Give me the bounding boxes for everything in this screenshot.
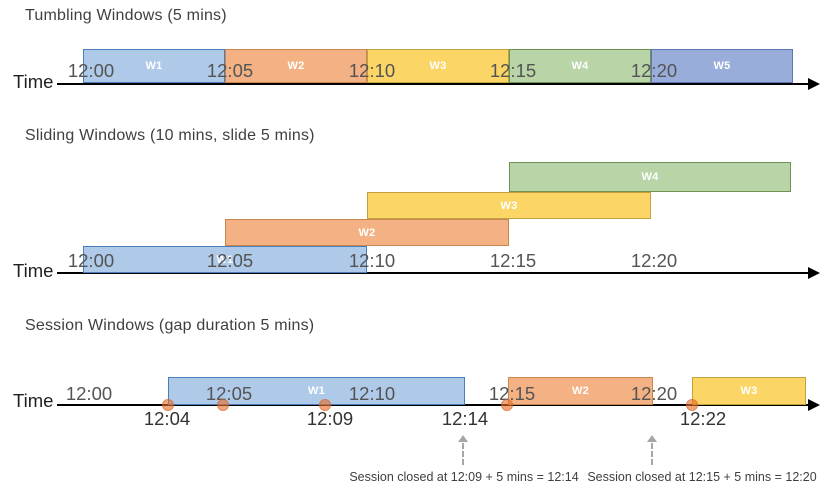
sliding-window-w4: W4: [509, 162, 791, 192]
session-window-w3-label: W3: [740, 385, 758, 397]
sliding-window-w2: W2: [225, 219, 509, 246]
session-window-w2-label: W2: [571, 385, 590, 397]
session-event-label-1204: 12:04: [143, 408, 191, 429]
session-timeline-arrowhead-icon: [808, 399, 820, 411]
tumbling-window-w4: W4: [509, 49, 651, 83]
session-event-label-1209: 12:09: [306, 408, 354, 429]
session-event-dot-1205: [217, 399, 229, 411]
sliding-tick-1210: 12:10: [348, 250, 396, 271]
sliding-tick-1205: 12:05: [206, 250, 254, 271]
tumbling-window-w1-label: W1: [145, 60, 163, 72]
sliding-window-w1-label: W1: [216, 253, 234, 266]
session-closed-annotation-1: Session closed at 12:09 + 5 mins = 12:14: [349, 470, 579, 484]
tumbling-window-w3-label: W3: [429, 60, 447, 72]
sliding-window-w4-label: W4: [641, 171, 659, 183]
session-event-dot-1215: [501, 399, 513, 411]
sliding-tick-1200: 12:00: [67, 250, 115, 271]
session-tick-1220: 12:20: [630, 383, 678, 404]
sliding-timeline: [57, 272, 810, 274]
session-section-title: Session Windows (gap duration 5 mins): [25, 317, 315, 334]
tumbling-timeline-arrowhead-icon: [808, 78, 820, 90]
sliding-time-axis-label: Time: [13, 260, 54, 281]
session-time-axis-label: Time: [13, 390, 54, 411]
sliding-window-w2-label: W2: [358, 226, 376, 239]
session-timeline: [57, 404, 810, 406]
tumbling-section-title: Tumbling Windows (5 mins): [25, 7, 227, 24]
session-window-w1-label: W1: [307, 385, 326, 397]
tumbling-window-w4-label: W4: [571, 60, 589, 72]
sliding-section-title: Sliding Windows (10 mins, slide 5 mins): [25, 127, 315, 144]
session-window-w3: W3: [692, 377, 806, 405]
tumbling-window-w1: W1: [83, 49, 225, 83]
session-close-label-1214: 12:14: [441, 408, 489, 429]
sliding-tick-1220: 12:20: [630, 250, 678, 271]
tumbling-tick-1205: 12:05: [206, 60, 254, 81]
session-window-w2: W2: [508, 377, 653, 405]
session-tick-1200: 12:00: [65, 383, 113, 404]
tumbling-tick-1210: 12:10: [348, 60, 396, 81]
tumbling-window-w5: W5: [651, 49, 793, 83]
session-event-dot-1209: [319, 399, 331, 411]
tumbling-tick-1220: 12:20: [630, 60, 678, 81]
tumbling-tick-1200: 12:00: [67, 60, 115, 81]
session-closed-annotation-2: Session closed at 12:15 + 5 mins = 12:20: [587, 470, 817, 484]
tumbling-window-w2: W2: [225, 49, 367, 83]
sliding-tick-1215: 12:15: [489, 250, 537, 271]
session-event-dot-1222: [686, 399, 698, 411]
session-tick-1205: 12:05: [205, 383, 253, 404]
sliding-window-w3-label: W3: [500, 199, 518, 212]
sliding-timeline-arrowhead-icon: [808, 267, 820, 279]
sliding-window-w3: W3: [367, 192, 651, 219]
tumbling-window-w3: W3: [367, 49, 509, 83]
session-annotation-arrow-2-icon: [646, 435, 658, 465]
session-event-label-1222: 12:22: [679, 408, 727, 429]
session-tick-1215: 12:15: [488, 383, 536, 404]
tumbling-time-axis-label: Time: [13, 71, 54, 92]
tumbling-window-w5-label: W5: [713, 60, 731, 72]
tumbling-timeline: [57, 83, 810, 85]
session-annotation-arrow-1-icon: [457, 435, 469, 465]
sliding-window-w1: W1: [83, 246, 367, 273]
session-tick-1210: 12:10: [348, 383, 396, 404]
session-event-dot-1204: [162, 399, 174, 411]
tumbling-tick-1215: 12:15: [489, 60, 537, 81]
tumbling-window-w2-label: W2: [287, 60, 305, 72]
